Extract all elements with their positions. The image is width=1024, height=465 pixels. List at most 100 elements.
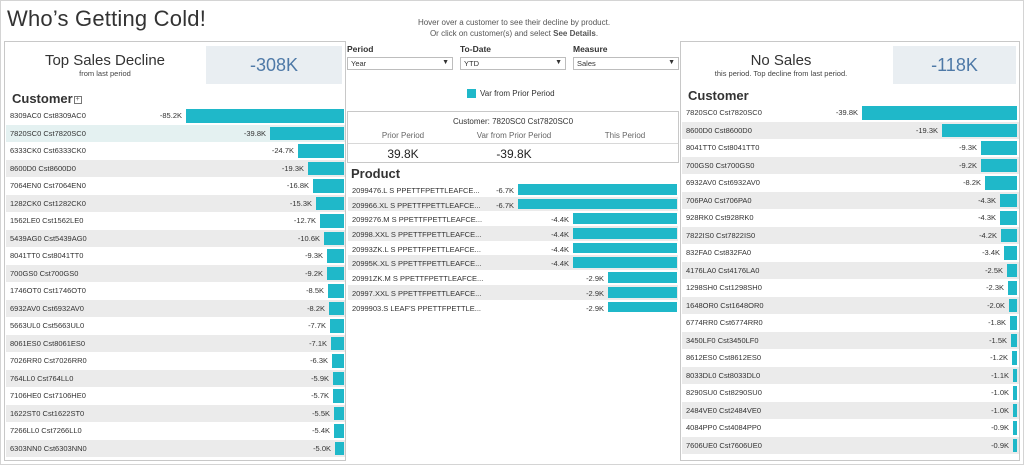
bar[interactable] <box>330 319 344 333</box>
bar[interactable] <box>1010 316 1017 330</box>
bar[interactable] <box>1013 421 1017 435</box>
bar[interactable] <box>518 184 677 195</box>
bar[interactable] <box>1004 246 1017 260</box>
customer-row[interactable]: 700GS0 Cst700GS0 -9.2K <box>6 264 345 282</box>
bar[interactable] <box>324 231 344 245</box>
customer-row[interactable]: 832FA0 Cst832FA0 -3.4K <box>682 244 1019 262</box>
bar[interactable] <box>333 371 344 385</box>
customer-row[interactable]: 1622ST0 Cst1622ST0 -5.5K <box>6 404 345 422</box>
bar[interactable] <box>335 441 344 455</box>
bar[interactable] <box>334 406 344 420</box>
product-row[interactable]: 20997.XXL S PPETTFPETTLEAFCE... -2.9K <box>348 284 678 300</box>
customer-row[interactable]: 6303NN0 Cst6303NN0 -5.0K <box>6 439 345 457</box>
product-row[interactable]: 20993ZK.L S PPETTFPETTLEAFCE... -4.4K <box>348 241 678 256</box>
bar[interactable] <box>333 389 344 403</box>
bar[interactable] <box>327 266 344 280</box>
bar[interactable] <box>313 179 344 193</box>
bar[interactable] <box>270 126 344 140</box>
customer-row[interactable]: 8600D0 Cst8600D0 -19.3K <box>6 159 345 177</box>
customer-row[interactable]: 7064EN0 Cst7064EN0 -16.8K <box>6 177 345 195</box>
customer-row[interactable]: 7266LL0 Cst7266LL0 -5.4K <box>6 422 345 440</box>
see-details-link[interactable]: See Details <box>553 29 596 38</box>
bar[interactable] <box>1001 228 1017 242</box>
bar[interactable] <box>608 286 677 298</box>
customer-row[interactable]: 8061ES0 Cst8061ES0 -7.1K <box>6 334 345 352</box>
sort-icon[interactable]: + <box>73 95 82 104</box>
product-row[interactable]: 20995K.XL S PPETTFPETTLEAFCE... -4.4K <box>348 255 678 271</box>
customer-row[interactable]: 8033DL0 Cst8033DL0 -1.1K <box>682 366 1019 384</box>
bar[interactable] <box>608 272 677 283</box>
bar[interactable] <box>320 214 344 228</box>
product-row[interactable]: 20998.XXL S PPETTFPETTLEAFCE... -4.4K <box>348 226 678 241</box>
product-row[interactable]: 20991ZK.M S PPETTFPETTLEAFCE... -2.9K <box>348 270 678 285</box>
customer-header[interactable]: Customer + <box>12 91 82 106</box>
customer-header[interactable]: Customer <box>688 88 749 103</box>
bar[interactable] <box>1013 438 1017 452</box>
bar[interactable] <box>608 301 677 313</box>
customer-row[interactable]: 4084PP0 Cst4084PP0 -0.9K <box>682 419 1019 437</box>
to-date-dropdown[interactable]: YTD ▼ <box>460 57 566 70</box>
bar[interactable] <box>316 196 344 210</box>
customer-row[interactable]: 8041TT0 Cst8041TT0 -9.3K <box>682 139 1019 157</box>
customer-row[interactable]: 6333CK0 Cst6333CK0 -24.7K <box>6 142 345 160</box>
customer-row[interactable]: 928RK0 Cst928RK0 -4.3K <box>682 209 1019 227</box>
customer-row[interactable]: 6932AV0 Cst6932AV0 -8.2K <box>6 299 345 317</box>
customer-row[interactable]: 8309AC0 Cst8309AC0 -85.2K <box>6 107 345 125</box>
bar[interactable] <box>1000 193 1017 207</box>
bar[interactable] <box>1013 386 1017 400</box>
customer-row[interactable]: 1298SH0 Cst1298SH0 -2.3K <box>682 279 1019 297</box>
product-row[interactable]: 2099276.M S PPETTFPETTLEAFCE... -4.4K <box>348 211 678 226</box>
bar[interactable] <box>298 144 344 158</box>
bar[interactable] <box>985 176 1017 190</box>
customer-row[interactable]: 8600D0 Cst8600D0 -19.3K <box>682 121 1019 139</box>
product-row[interactable]: 2099476.L S PPETTFPETTLEAFCE... -6.7K <box>348 182 678 197</box>
bar[interactable] <box>329 301 344 315</box>
bar[interactable] <box>573 228 677 239</box>
bar[interactable] <box>331 336 344 350</box>
customer-row[interactable]: 7820SC0 Cst7820SC0 -39.8K <box>682 104 1019 122</box>
bar[interactable] <box>1013 368 1017 382</box>
customer-row[interactable]: 7026RR0 Cst7026RR0 -6.3K <box>6 352 345 370</box>
customer-row[interactable]: 8290SU0 Cst8290SU0 -1.0K <box>682 384 1019 402</box>
bar[interactable] <box>1013 403 1017 417</box>
product-row[interactable]: 209966.XL S PPETTFPETTLEAFCE... -6.7K <box>348 196 678 212</box>
bar[interactable] <box>328 284 344 298</box>
customer-row[interactable]: 5439AG0 Cst5439AG0 -10.6K <box>6 229 345 247</box>
bar[interactable] <box>981 158 1017 172</box>
customer-row[interactable]: 2484VE0 Cst2484VE0 -1.0K <box>682 401 1019 419</box>
bar[interactable] <box>1007 263 1017 277</box>
bar[interactable] <box>1008 281 1017 295</box>
customer-row[interactable]: 7820SC0 Cst7820SC0 -39.8K <box>6 124 345 142</box>
bar[interactable] <box>942 123 1017 137</box>
measure-dropdown[interactable]: Sales ▼ <box>573 57 679 70</box>
bar[interactable] <box>332 354 344 368</box>
customer-row[interactable]: 8612ES0 Cst8612ES0 -1.2K <box>682 349 1019 367</box>
bar[interactable] <box>1009 298 1017 312</box>
customer-row[interactable]: 1746OT0 Cst1746OT0 -8.5K <box>6 282 345 300</box>
customer-row[interactable]: 4176LA0 Cst4176LA0 -2.5K <box>682 261 1019 279</box>
bar[interactable] <box>573 242 677 254</box>
bar[interactable] <box>308 161 344 175</box>
bar[interactable] <box>1000 211 1017 225</box>
bar[interactable] <box>573 213 677 225</box>
customer-row[interactable]: 6774RR0 Cst6774RR0 -1.8K <box>682 314 1019 332</box>
bar[interactable] <box>327 249 344 263</box>
customer-row[interactable]: 7822IS0 Cst7822IS0 -4.2K <box>682 226 1019 244</box>
bar[interactable] <box>862 106 1017 120</box>
period-dropdown[interactable]: Year ▼ <box>347 57 453 70</box>
customer-row[interactable]: 1648OR0 Cst1648OR0 -2.0K <box>682 296 1019 314</box>
bar[interactable] <box>573 257 677 269</box>
bar[interactable] <box>1012 351 1017 365</box>
customer-row[interactable]: 8041TT0 Cst8041TT0 -9.3K <box>6 247 345 265</box>
customer-row[interactable]: 1562LE0 Cst1562LE0 -12.7K <box>6 212 345 230</box>
customer-row[interactable]: 764LL0 Cst764LL0 -5.9K <box>6 369 345 387</box>
customer-row[interactable]: 706PA0 Cst706PA0 -4.3K <box>682 191 1019 209</box>
customer-row[interactable]: 1282CK0 Cst1282CK0 -15.3K <box>6 194 345 212</box>
bar[interactable] <box>1011 333 1017 347</box>
bar[interactable] <box>334 424 344 438</box>
customer-row[interactable]: 6932AV0 Cst6932AV0 -8.2K <box>682 174 1019 192</box>
customer-row[interactable]: 7106HE0 Cst7106HE0 -5.7K <box>6 387 345 405</box>
bar[interactable] <box>518 198 677 210</box>
bar[interactable] <box>981 141 1017 155</box>
product-row[interactable]: 2099903.S LEAF'S PPETTFPETTLE... -2.9K <box>348 300 678 315</box>
